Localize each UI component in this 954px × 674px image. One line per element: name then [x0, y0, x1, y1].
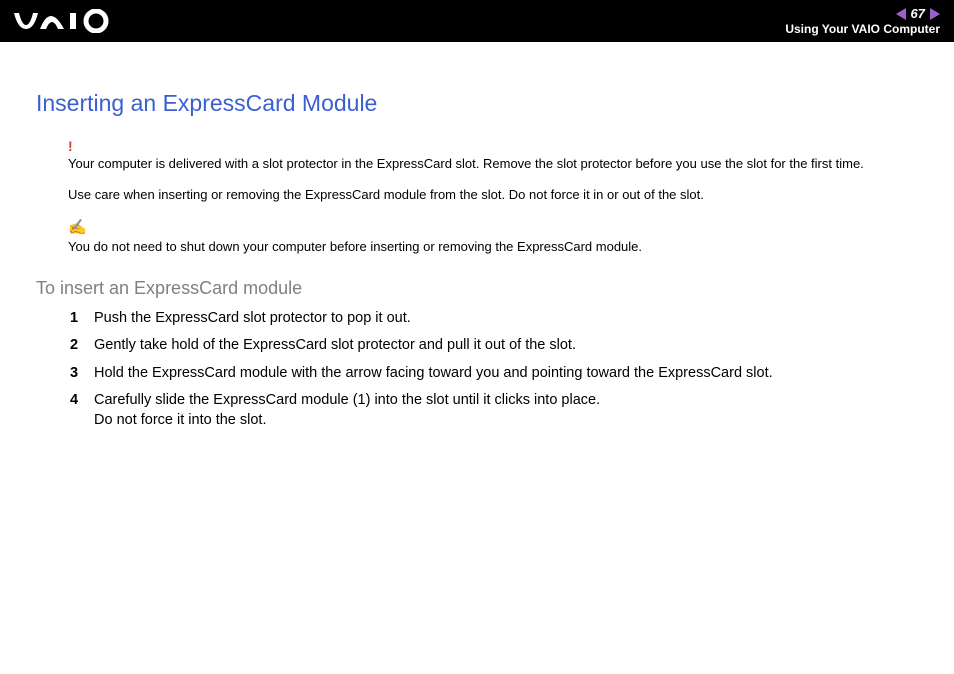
warning-icon: !	[68, 137, 918, 156]
list-item: 4 Carefully slide the ExpressCard module…	[70, 391, 918, 430]
step-number: 2	[70, 336, 94, 356]
step-list: 1 Push the ExpressCard slot protector to…	[70, 309, 918, 431]
section-name: Using Your VAIO Computer	[785, 22, 940, 36]
vaio-logo	[12, 9, 124, 33]
page-nav: 67	[896, 6, 940, 21]
page-title: Inserting an ExpressCard Module	[36, 90, 918, 117]
step-text: Carefully slide the ExpressCard module (…	[94, 391, 918, 430]
step-text: Gently take hold of the ExpressCard slot…	[94, 336, 918, 356]
list-item: 1 Push the ExpressCard slot protector to…	[70, 309, 918, 329]
warning-text-2: Use care when inserting or removing the …	[68, 187, 704, 202]
subheading: To insert an ExpressCard module	[36, 278, 918, 299]
warning-text-1: Your computer is delivered with a slot p…	[68, 156, 864, 171]
warning-note-1: ! Your computer is delivered with a slot…	[68, 137, 918, 172]
content-area: Inserting an ExpressCard Module ! Your c…	[0, 42, 954, 431]
step-number: 1	[70, 309, 94, 329]
pencil-icon: ✍	[68, 218, 918, 238]
next-page-icon[interactable]	[930, 8, 940, 20]
page-number: 67	[908, 6, 928, 21]
warning-note-2: Use care when inserting or removing the …	[68, 186, 918, 204]
list-item: 2 Gently take hold of the ExpressCard sl…	[70, 336, 918, 356]
step-text: Hold the ExpressCard module with the arr…	[94, 364, 918, 384]
tip-text: You do not need to shut down your comput…	[68, 239, 642, 254]
step-number: 3	[70, 364, 94, 384]
header-bar: 67 Using Your VAIO Computer	[0, 0, 954, 42]
tip-note: ✍ You do not need to shut down your comp…	[68, 218, 918, 256]
step-text: Push the ExpressCard slot protector to p…	[94, 309, 918, 329]
prev-page-icon[interactable]	[896, 8, 906, 20]
list-item: 3 Hold the ExpressCard module with the a…	[70, 364, 918, 384]
header-right: 67 Using Your VAIO Computer	[785, 6, 940, 36]
step-number: 4	[70, 391, 94, 430]
